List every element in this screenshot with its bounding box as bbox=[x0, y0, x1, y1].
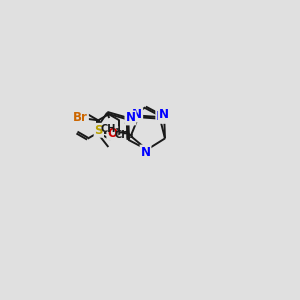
Text: N: N bbox=[140, 146, 151, 158]
Text: N: N bbox=[156, 110, 166, 123]
Text: N: N bbox=[132, 108, 142, 122]
Text: CH₃: CH₃ bbox=[114, 130, 134, 140]
Text: N: N bbox=[125, 112, 136, 124]
Text: Br: Br bbox=[73, 112, 88, 124]
Text: S: S bbox=[94, 124, 103, 137]
Text: N: N bbox=[159, 108, 169, 122]
Text: CH₃: CH₃ bbox=[101, 124, 121, 134]
Text: O: O bbox=[107, 127, 117, 140]
